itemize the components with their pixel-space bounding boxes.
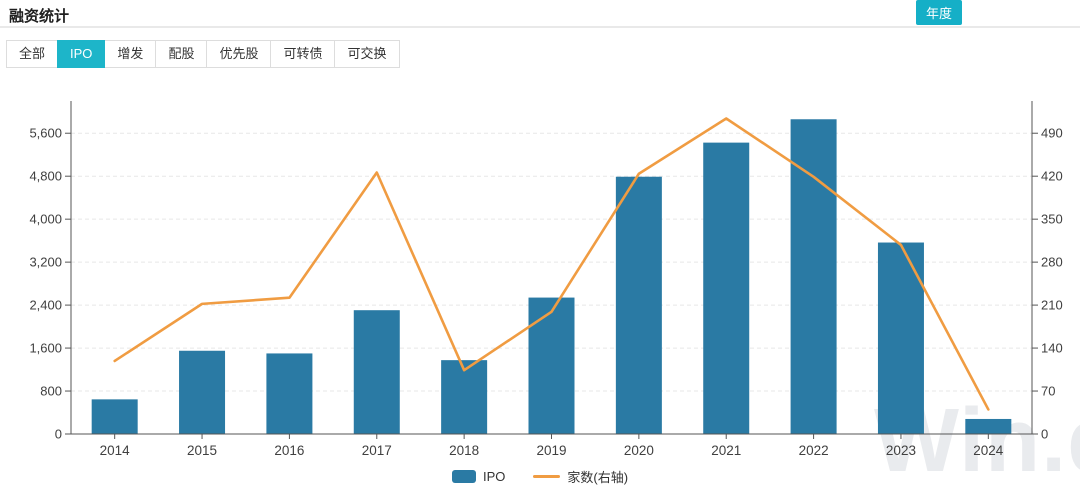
left-axis-label: 800 [40,384,62,399]
left-axis-label: 5,600 [29,126,62,141]
x-axis-label: 2022 [799,443,829,458]
tab-ipo[interactable]: IPO [57,40,106,68]
bar-2017[interactable] [353,310,400,434]
x-axis-label: 2016 [274,443,304,458]
tab-可交换[interactable]: 可交换 [334,40,400,68]
bar-2020[interactable] [615,176,662,434]
legend-item-bar[interactable]: IPO [451,468,506,484]
bar-2015[interactable] [179,350,226,434]
right-axis-label: 280 [1041,255,1063,270]
left-axis-label: 1,600 [29,341,62,356]
x-axis-label: 2021 [711,443,741,458]
x-axis-label: 2017 [362,443,392,458]
left-axis-label: 3,200 [29,255,62,270]
right-axis-label: 70 [1041,384,1055,399]
right-axis-label: 210 [1041,298,1063,313]
x-axis-label: 2024 [973,443,1004,458]
bar-2023[interactable] [877,242,924,434]
right-axis-label: 0 [1041,427,1048,442]
filter-tabs: 全部 IPO 增发 配股 优先股 可转债 可交换 [6,40,400,68]
legend-label: 家数(右轴) [567,469,629,485]
bar-2016[interactable] [266,353,313,434]
left-axis-label: 4,800 [29,169,62,184]
x-axis-label: 2015 [187,443,217,458]
right-axis-label: 420 [1041,169,1063,184]
tab-可转债[interactable]: 可转债 [270,40,336,68]
bar-2024[interactable] [965,418,1012,434]
left-axis-label: 2,400 [29,298,62,313]
bar-2018[interactable] [441,360,488,434]
tab-优先股[interactable]: 优先股 [206,40,272,68]
bar-2021[interactable] [703,142,750,434]
tab-增发[interactable]: 增发 [104,40,157,68]
x-axis-label: 2020 [624,443,654,458]
period-toggle-button[interactable]: 年度 [915,0,962,25]
x-axis-label: 2018 [449,443,479,458]
left-axis-label: 4,000 [29,212,62,227]
bar-2014[interactable] [91,399,138,434]
legend-item-line[interactable]: 家数(右轴) [533,467,628,486]
right-axis-label: 140 [1041,341,1063,356]
legend-line-marker [533,474,561,478]
bar-2019[interactable] [528,297,575,434]
x-axis-label: 2023 [886,443,916,458]
tab-配股[interactable]: 配股 [155,40,208,68]
legend-bar-swatch [451,469,476,483]
x-axis-label: 2019 [536,443,566,458]
chart-legend: IPO 家数(右轴) [0,463,1080,489]
left-axis-label: 0 [55,427,62,442]
tab-全部[interactable]: 全部 [6,40,59,68]
right-axis-label: 490 [1041,126,1063,141]
x-axis-label: 2014 [100,443,131,458]
bar-2022[interactable] [790,119,837,434]
legend-label: IPO [482,468,506,484]
panel-header: 融资统计 年度 [0,0,1080,28]
right-axis-label: 350 [1041,212,1063,227]
line-series [113,117,990,411]
page-title: 融资统计 [9,8,70,25]
